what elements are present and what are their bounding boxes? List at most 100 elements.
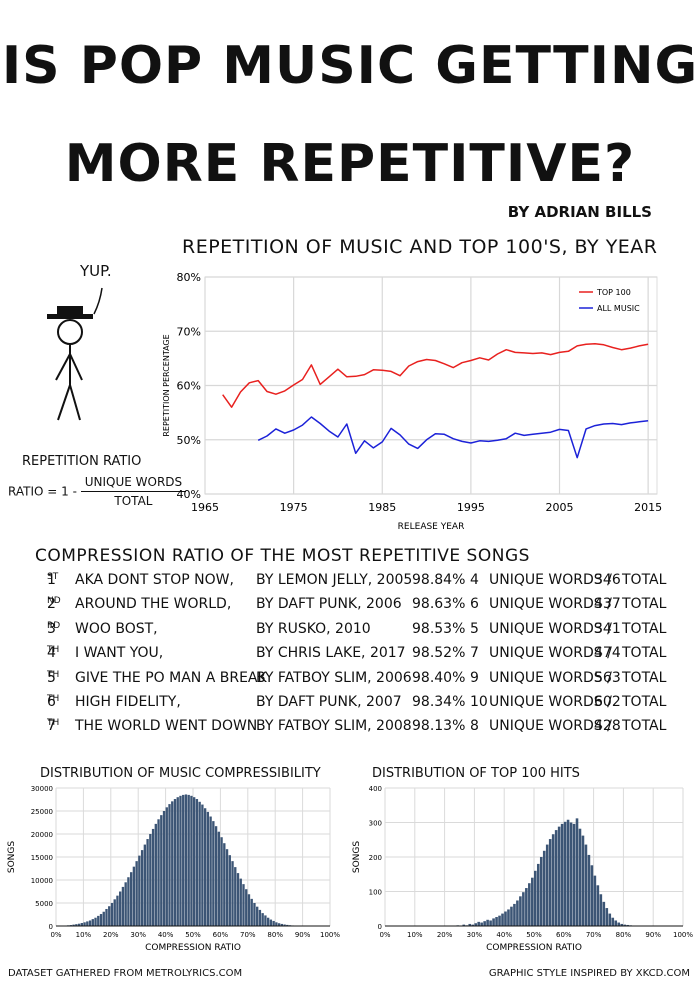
legend-label-top100: TOP 100 (596, 288, 631, 297)
hist-bar (91, 919, 94, 926)
hist-ytick-label: 100 (369, 889, 382, 897)
hist-bar (223, 843, 226, 926)
formula-numerator: UNIQUE WORDS (80, 475, 187, 492)
hist-bar (602, 901, 606, 926)
rank-number: 2 (47, 596, 56, 613)
hist-ytick-label: 300 (369, 820, 382, 828)
hist-bar (489, 920, 492, 926)
hist-xtick-label: 70% (586, 931, 602, 939)
hist-bar (105, 908, 108, 926)
hist-bar (474, 923, 477, 926)
hist-bar (250, 898, 253, 926)
hist-bar (149, 834, 152, 926)
hist-xtick-label: 40% (158, 931, 174, 939)
song-rank: 5 TH (47, 670, 59, 687)
hist-ytick-label: 25000 (31, 808, 53, 816)
line-chart-xtick-label: 1965 (191, 501, 219, 514)
hist-xtick-label: 70% (240, 931, 256, 939)
rank-number: 7 (47, 718, 56, 735)
hist-bar (195, 799, 199, 926)
line-chart-ytick-label: 80% (177, 271, 201, 284)
hist-xtick-label: 100% (673, 931, 693, 939)
hist-bar (266, 917, 270, 926)
hist-bar (587, 854, 591, 926)
rank-suffix: ND (47, 596, 61, 607)
hist-bar (80, 923, 83, 926)
hist-bar (187, 794, 190, 926)
song-artist: BY CHRIS LAKE, 2017 (256, 645, 406, 662)
music-compressibility-histogram: 0 5000 10000 15000 20000 25000 30000 0% 10% 20% 30… (7, 785, 340, 953)
hist-bar (510, 906, 513, 926)
unique-words-label: UNIQUE WORDS / (489, 669, 612, 686)
song-ratio: 98.40% (412, 669, 466, 686)
hist-bar (507, 909, 510, 926)
hist-xtick-label: 40% (496, 931, 512, 939)
song-unique-count: 7 (470, 645, 479, 662)
footer-credit: GRAPHIC STYLE INSPIRED BY XKCD.COM (488, 968, 690, 979)
song-title: AKA DONT STOP NOW, (75, 572, 234, 588)
hist-bar (151, 828, 155, 926)
hist-bar (483, 921, 486, 926)
hist-bar (113, 899, 116, 926)
rank-suffix: RD (47, 620, 61, 631)
song-total-count: 437 (594, 596, 621, 613)
unique-words-label: UNIQUE WORDS / (489, 596, 612, 613)
song-ratio: 98.13% (412, 718, 466, 735)
line-chart-ytick-label: 50% (177, 434, 201, 447)
hist-xtick-label: 30% (467, 931, 483, 939)
hist-bar (206, 811, 210, 926)
song-artist: BY RUSKO, 2010 (256, 620, 371, 637)
total-label: TOTAL (622, 669, 667, 686)
speech-text: YUP. (80, 262, 112, 280)
hist-bar (231, 861, 234, 926)
hist-ylabel: SONGS (352, 841, 362, 874)
hist-ytick-label: 400 (369, 785, 382, 793)
hist-bar (140, 850, 144, 926)
line-series-all-music (257, 416, 649, 459)
hist-bar (160, 815, 163, 926)
hist-ytick-label: 30000 (31, 785, 53, 793)
hist-bar (569, 822, 573, 926)
table-row: 3 RD WOO BOST, BY RUSKO, 2010 98.53% 5 UNIQUE … (0, 621, 700, 645)
hist-bar (539, 857, 543, 926)
hist-bar (86, 921, 89, 926)
total-label: TOTAL (622, 694, 667, 710)
table-title: COMPRESSION RATIO OF THE MOST REPETITIVE… (35, 546, 530, 566)
hist-bar (184, 794, 188, 926)
hist-bar (608, 913, 612, 926)
hist-bar (154, 823, 157, 926)
song-title: I WANT YOU, (75, 645, 164, 662)
hist-bar (176, 797, 179, 926)
hist-bar (275, 922, 278, 926)
hist-xtick-label: 60% (213, 931, 229, 939)
hist-bar (94, 917, 97, 926)
hist-bar (468, 923, 472, 926)
top100-histogram: 0 100 200 300 400 0% 10% 20% 30% 40% 50% 60% 70% 80% 9… (352, 785, 693, 953)
hist-xtick-label: 10% (76, 931, 92, 939)
hist-bar (236, 873, 240, 926)
table-row: 1 ST AKA DONT STOP NOW, BY LEMON JELLY, 200… (0, 572, 700, 596)
hist-bar (171, 801, 174, 926)
song-total-count: 474 (594, 645, 621, 662)
rank-number: 6 (47, 694, 56, 710)
hist-bar (563, 821, 567, 926)
hist-bar (551, 834, 555, 926)
hist-ytick-label: 0 (378, 923, 382, 931)
hist-bar (516, 900, 519, 926)
hist-bar (203, 808, 207, 926)
page-title-line-2: MORE REPETITIVE? (64, 134, 636, 194)
hist-bar (617, 922, 621, 926)
total-label: TOTAL (622, 596, 667, 613)
hist-bar (99, 914, 103, 926)
hist-bar (525, 888, 528, 926)
rank-number: 1 (47, 572, 56, 588)
line-chart-ytick-label: 60% (177, 380, 201, 393)
line-chart-title: REPETITION OF MUSIC AND TOP 100'S, BY YE… (182, 236, 658, 258)
hist-bar (116, 895, 119, 926)
song-title: WOO BOST, (75, 620, 158, 637)
hist-2-title: DISTRIBUTION OF TOP 100 HITS (372, 766, 580, 781)
hist-bar (83, 922, 86, 926)
hist-bar (132, 866, 136, 926)
hist-bar (212, 821, 215, 926)
rank-suffix: ST (47, 572, 59, 582)
